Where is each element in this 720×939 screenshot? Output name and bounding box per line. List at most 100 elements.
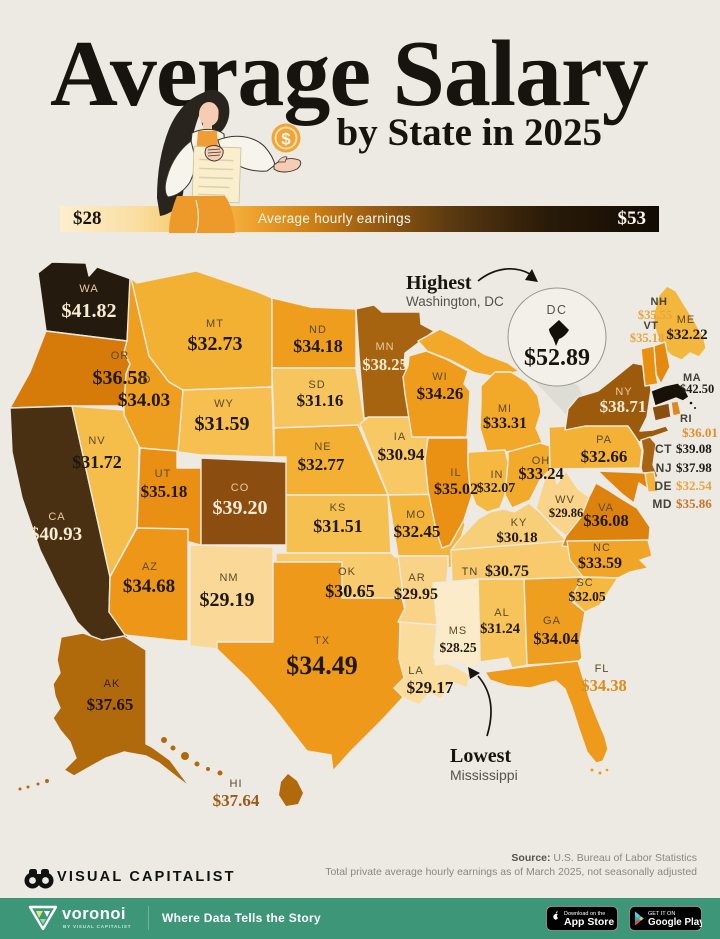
svg-text:$31.16: $31.16 bbox=[297, 391, 344, 410]
svg-text:$41.82: $41.82 bbox=[62, 300, 117, 322]
svg-text:$32.07: $32.07 bbox=[477, 481, 516, 496]
svg-text:MA: MA bbox=[683, 372, 701, 384]
svg-text:UT: UT bbox=[155, 468, 172, 480]
svg-text:NY: NY bbox=[615, 386, 632, 398]
svg-text:App Store: App Store bbox=[564, 916, 614, 928]
svg-text:$30.65: $30.65 bbox=[325, 581, 375, 601]
svg-text:GET IT ON: GET IT ON bbox=[648, 911, 675, 917]
svg-text:VT: VT bbox=[643, 320, 658, 332]
svg-text:$34.68: $34.68 bbox=[123, 576, 175, 597]
svg-text:$36.01: $36.01 bbox=[682, 425, 718, 440]
svg-text:NJ: NJ bbox=[656, 461, 672, 475]
svg-text:$35.02: $35.02 bbox=[434, 481, 478, 498]
svg-text:Lowest: Lowest bbox=[450, 745, 511, 767]
svg-text:WI: WI bbox=[432, 371, 447, 383]
svg-text:$32.77: $32.77 bbox=[298, 455, 345, 474]
svg-text:AL: AL bbox=[494, 607, 509, 619]
svg-text:CT: CT bbox=[655, 442, 672, 456]
svg-text:$42.50: $42.50 bbox=[680, 382, 714, 396]
svg-text:AZ: AZ bbox=[142, 561, 158, 573]
svg-text:$34.03: $34.03 bbox=[118, 390, 170, 411]
svg-text:$37.98: $37.98 bbox=[676, 460, 712, 475]
svg-text:AK: AK bbox=[104, 678, 121, 690]
svg-text:AR: AR bbox=[408, 572, 425, 584]
svg-text:DC: DC bbox=[546, 303, 567, 317]
svg-text:$35.86: $35.86 bbox=[676, 496, 712, 511]
svg-text:$37.65: $37.65 bbox=[87, 695, 134, 714]
svg-text:$33.59: $33.59 bbox=[578, 555, 622, 572]
svg-text:Highest: Highest bbox=[406, 272, 472, 294]
svg-text:MO: MO bbox=[406, 509, 426, 521]
svg-text:NM: NM bbox=[219, 572, 238, 584]
svg-text:CA: CA bbox=[48, 511, 65, 523]
svg-text:RI: RI bbox=[680, 413, 692, 425]
svg-text:$34.38: $34.38 bbox=[581, 676, 626, 695]
svg-text:IL: IL bbox=[450, 467, 461, 479]
svg-text:$39.20: $39.20 bbox=[213, 497, 268, 519]
svg-text:MS: MS bbox=[449, 625, 468, 637]
svg-text:$32.54: $32.54 bbox=[676, 478, 712, 493]
svg-text:MD: MD bbox=[652, 497, 672, 511]
svg-text:NE: NE bbox=[314, 441, 331, 453]
svg-text:$38.25: $38.25 bbox=[362, 355, 407, 374]
svg-text:NC: NC bbox=[593, 542, 611, 554]
svg-text:$29.95: $29.95 bbox=[394, 586, 438, 603]
svg-text:$38.71: $38.71 bbox=[600, 397, 647, 416]
svg-text:TX: TX bbox=[314, 635, 330, 647]
svg-text:$33.31: $33.31 bbox=[483, 415, 527, 432]
svg-text:$36.58: $36.58 bbox=[93, 367, 148, 389]
svg-text:Google Play: Google Play bbox=[648, 917, 702, 928]
svg-text:OK: OK bbox=[338, 566, 356, 578]
svg-text:ID: ID bbox=[139, 374, 152, 386]
svg-text:SC: SC bbox=[576, 577, 593, 589]
svg-text:NH: NH bbox=[651, 296, 668, 308]
svg-text:MI: MI bbox=[498, 403, 512, 415]
svg-text:$35.18: $35.18 bbox=[141, 482, 188, 501]
svg-text:$32.05: $32.05 bbox=[568, 589, 605, 604]
svg-text:ND: ND bbox=[309, 324, 327, 336]
svg-text:Download on the: Download on the bbox=[564, 911, 605, 917]
svg-text:$30.18: $30.18 bbox=[496, 530, 537, 546]
svg-text:$34.49: $34.49 bbox=[286, 651, 358, 680]
svg-text:$28.25: $28.25 bbox=[439, 640, 476, 655]
svg-text:$31.59: $31.59 bbox=[195, 413, 250, 435]
svg-text:GA: GA bbox=[543, 615, 561, 627]
svg-text:$29.86: $29.86 bbox=[549, 506, 583, 520]
svg-text:$32.22: $32.22 bbox=[666, 327, 707, 343]
svg-text:WA: WA bbox=[79, 283, 98, 295]
svg-text:VA: VA bbox=[598, 502, 614, 514]
svg-text:$35.55: $35.55 bbox=[638, 308, 672, 322]
svg-text:HI: HI bbox=[230, 778, 243, 790]
svg-text:OR: OR bbox=[111, 350, 130, 362]
svg-text:$37.64: $37.64 bbox=[213, 791, 260, 810]
svg-text:Mississippi: Mississippi bbox=[450, 767, 518, 783]
svg-text:$30.75: $30.75 bbox=[485, 563, 529, 580]
svg-text:SD: SD bbox=[308, 379, 325, 391]
svg-text:$34.04: $34.04 bbox=[533, 629, 578, 648]
svg-text:FL: FL bbox=[595, 663, 610, 675]
svg-text:PA: PA bbox=[596, 434, 612, 446]
svg-text:$31.72: $31.72 bbox=[72, 452, 122, 472]
svg-text:$29.17: $29.17 bbox=[407, 678, 454, 697]
svg-text:CO: CO bbox=[231, 482, 250, 494]
svg-text:WV: WV bbox=[555, 494, 575, 506]
svg-text:IN: IN bbox=[491, 469, 504, 481]
svg-text:$33.24: $33.24 bbox=[518, 464, 563, 483]
svg-text:MN: MN bbox=[375, 341, 394, 353]
svg-text:$32.66: $32.66 bbox=[581, 447, 628, 466]
svg-text:$30.94: $30.94 bbox=[378, 445, 425, 464]
svg-text:$40.93: $40.93 bbox=[30, 524, 82, 545]
svg-text:OH: OH bbox=[532, 455, 551, 467]
svg-text:$34.26: $34.26 bbox=[417, 384, 464, 403]
svg-text:$31.51: $31.51 bbox=[313, 516, 363, 536]
svg-text:IA: IA bbox=[394, 431, 406, 443]
svg-text:KY: KY bbox=[511, 517, 528, 529]
svg-text:KS: KS bbox=[330, 502, 347, 514]
svg-text:WY: WY bbox=[214, 398, 234, 410]
svg-text:TN: TN bbox=[462, 566, 479, 578]
svg-text:$32.73: $32.73 bbox=[188, 333, 243, 355]
svg-text:Washington, DC: Washington, DC bbox=[406, 294, 504, 309]
svg-text:$29.19: $29.19 bbox=[200, 589, 255, 611]
svg-text:$: $ bbox=[281, 130, 291, 149]
svg-text:DE: DE bbox=[654, 479, 672, 493]
